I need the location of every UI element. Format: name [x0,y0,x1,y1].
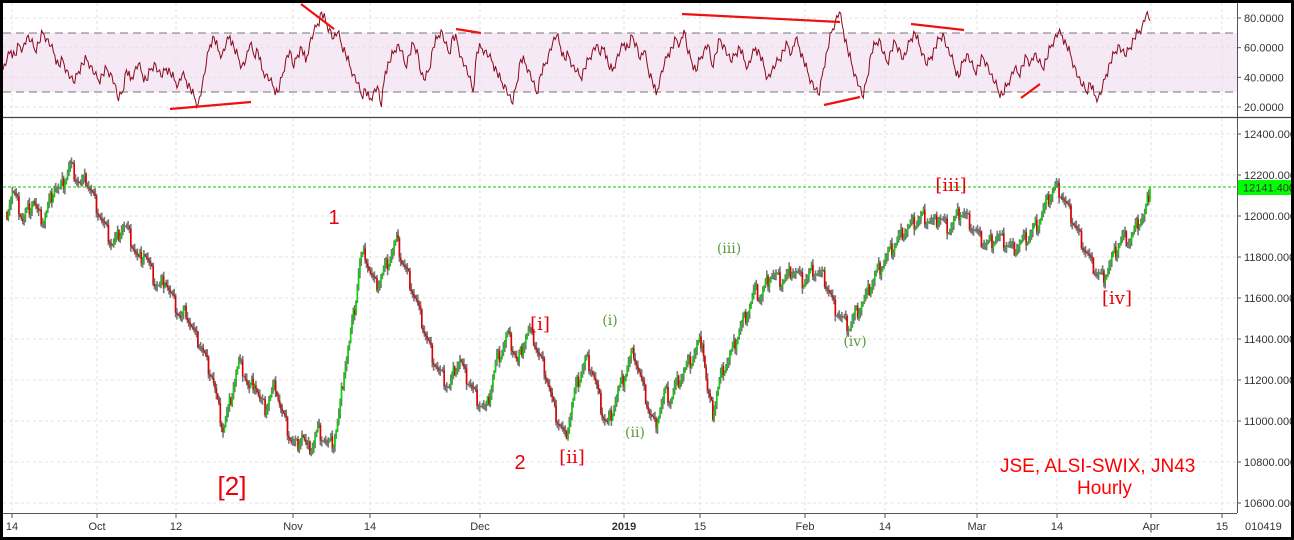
chart-title-line1: JSE, ALSI-SWIX, JN43 [1000,456,1195,477]
price-bars [6,157,1151,457]
wave-label: 2 [514,452,525,474]
wave-labels: [2] 1 2 [i] [ii] [iii] [iv] (i) (ii) (iii) (iv) [218,175,1132,501]
rsi-axis-label: 80.0000 [1244,13,1284,25]
time-axis-label: Apr [1142,521,1159,533]
price-axis-label: 11800.000 [1244,252,1291,264]
time-axis-label: 14 [1051,521,1063,533]
time-axis-label: 14 [364,521,376,533]
time-axis-label: Nov [283,521,303,533]
time-axis-label: 2019 [612,521,636,533]
divergence-line [169,100,252,111]
wave-label: 1 [328,207,339,229]
time-axis-label: 14 [879,521,891,533]
time-axis-label: 15 [694,521,706,533]
time-axis[interactable]: 14 Oct 12 Nov 14 Dec 2019 15 Feb 14 Mar 14 Apr 15 010… [3,513,1282,533]
price-panel[interactable]: [2] 1 2 [i] [ii] [iii] [iv] (i) (ii) (iii) (iv) JS… [3,118,1291,513]
wave-label: (iv) [843,334,866,350]
rsi-line [3,10,1151,110]
price-axis-label: 11600.000 [1244,293,1291,305]
wave-label: [i] [530,314,550,335]
time-axis-label: 12 [170,521,182,533]
divergence-line [300,3,335,30]
divergence-line [681,12,841,24]
time-axis-corner-label: 010419 [1245,521,1282,533]
rsi-divergence-lines [169,3,1041,111]
time-axis-label: 15 [1216,521,1228,533]
wave-label: [ii] [559,447,585,468]
wave-label: [2] [218,471,247,501]
divergence-line [1020,83,1041,99]
price-axis: 12400.000 12200.000 12000.000 11800.000 1160… [1237,129,1291,510]
time-axis-label: 14 [6,521,18,533]
rsi-axis-label: 60.0000 [1244,43,1284,55]
price-axis-label: 12200.000 [1244,170,1291,182]
rsi-axis-label: 20.0000 [1244,102,1284,114]
last-price-badge: 12141.400 [1238,180,1291,195]
price-grid [3,118,1237,513]
rsi-grid [3,3,1237,117]
divergence-line [910,22,965,32]
divergence-line [823,95,861,107]
chart-title-line2: Hourly [1077,478,1132,499]
time-axis-labels: 14 Oct 12 Nov 14 Dec 2019 15 Feb 14 Mar 14 Apr 15 [6,513,1228,533]
price-axis-label: 12400.000 [1244,129,1291,141]
rsi-axis-label: 40.0000 [1244,72,1284,84]
price-axis-label: 10800.000 [1244,457,1291,469]
rsi-overbought-oversold-band [3,33,1237,92]
last-price-value: 12141.400 [1243,183,1291,195]
rsi-panel[interactable]: 80.0000 60.0000 40.0000 20.0000 [3,3,1284,117]
price-axis-label: 10600.000 [1244,498,1291,510]
wave-label: [iv] [1102,288,1132,309]
divergence-line [455,27,482,35]
wave-label: (ii) [625,425,645,441]
time-axis-label: Mar [968,521,987,533]
price-axis-label: 11000.000 [1244,416,1291,428]
wave-label: [iii] [935,175,966,196]
wave-label: (iii) [717,241,741,257]
price-axis-label: 11200.000 [1244,375,1291,387]
time-axis-label: Feb [796,521,815,533]
chart-window: 80.0000 60.0000 40.0000 20.0000 [2] 1 2 [i] [ii… [3,3,1291,537]
wave-label: (i) [602,313,617,329]
price-axis-label: 11400.000 [1244,334,1291,346]
time-axis-label: Oct [88,521,105,533]
rsi-axis: 80.0000 60.0000 40.0000 20.0000 [1237,13,1284,114]
price-axis-label: 12000.000 [1244,211,1291,223]
time-axis-label: Dec [470,521,490,533]
